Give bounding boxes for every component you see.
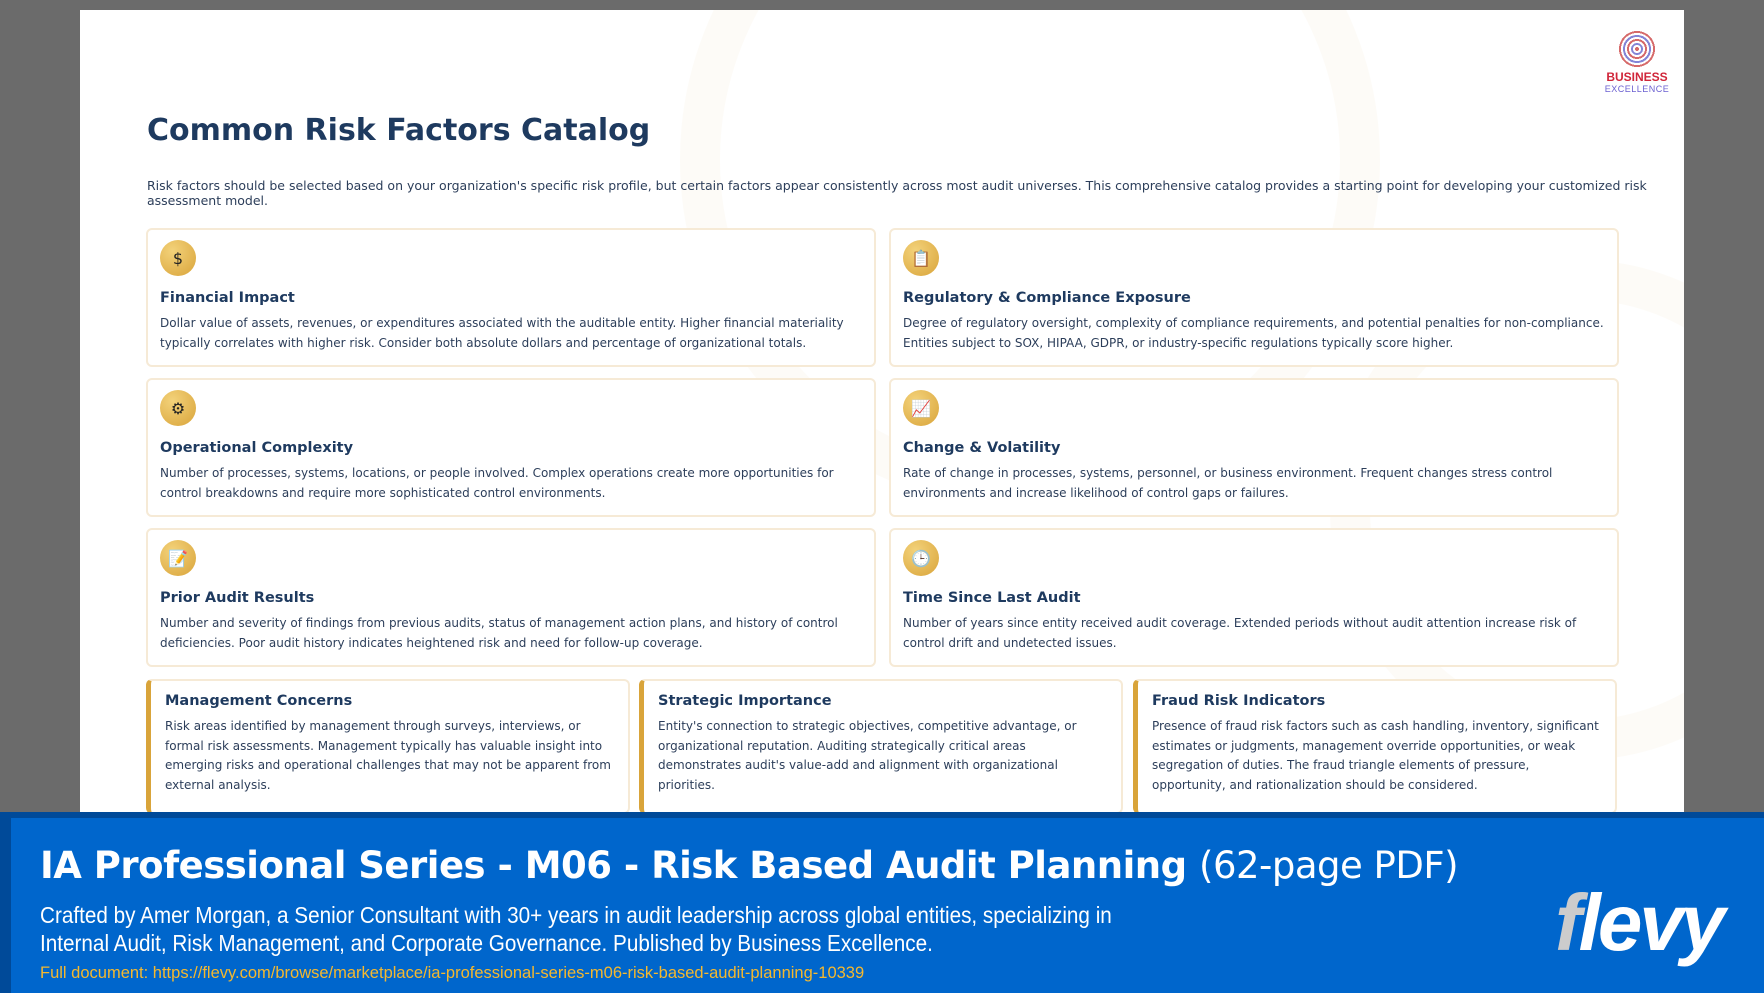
- audit-report-icon: 📝: [160, 540, 196, 576]
- card-description: Rate of change in processes, systems, pe…: [903, 466, 1553, 500]
- card-description: Degree of regulatory oversight, complexi…: [903, 316, 1604, 350]
- risk-factor-card: $ Financial Impact Dollar value of assets,…: [146, 228, 876, 367]
- card-description: Entity's connection to strategic objecti…: [658, 719, 1077, 792]
- document-link[interactable]: Full document: https://flevy.com/browse/…: [40, 964, 865, 982]
- card-title: Strategic Importance: [658, 693, 832, 709]
- gear-icon-glyph: ⚙: [170, 398, 186, 418]
- clock-icon: 🕒: [903, 540, 939, 576]
- card-title: Regulatory & Compliance Exposure: [903, 290, 1191, 306]
- banner-title: IA Professional Series - M06 - Risk Base…: [40, 844, 1459, 887]
- line-chart-icon: 📈: [903, 390, 939, 426]
- risk-factor-card: 📝 Prior Audit Results Number and severity …: [146, 528, 876, 667]
- card-description: Number of years since entity received au…: [903, 616, 1577, 650]
- banner-description: Crafted by Amer Morgan, a Senior Consult…: [40, 902, 1112, 956]
- regulation-document-icon-glyph: 📋: [911, 248, 931, 268]
- flevy-logo-rest: levy: [1578, 878, 1726, 967]
- card-title: Time Since Last Audit: [903, 590, 1081, 606]
- globe-icon: [1618, 30, 1656, 68]
- risk-factor-card: 🕒 Time Since Last Audit Number of years si…: [889, 528, 1619, 667]
- card-description: Number and severity of findings from pre…: [160, 616, 838, 650]
- risk-factor-card: 📋 Regulatory & Compliance Exposure Degree …: [889, 228, 1619, 367]
- card-title: Management Concerns: [165, 693, 353, 709]
- card-title: Operational Complexity: [160, 440, 354, 456]
- risk-factor-card: ⚙ Operational Complexity Number of process…: [146, 378, 876, 517]
- audit-report-icon-glyph: 📝: [168, 548, 188, 568]
- card-title: Fraud Risk Indicators: [1152, 693, 1326, 709]
- clock-icon-glyph: 🕒: [911, 548, 931, 568]
- flevy-logo-f: f: [1555, 878, 1582, 967]
- card-description: Dollar value of assets, revenues, or exp…: [160, 316, 844, 350]
- flevy-logo: flevy: [1555, 878, 1726, 968]
- card-title: Financial Impact: [160, 290, 295, 306]
- banner-title-text: IA Professional Series - M06 - Risk Base…: [40, 844, 1187, 887]
- banner-page-count: (62-page PDF): [1199, 844, 1459, 887]
- card-title: Prior Audit Results: [160, 590, 315, 606]
- card-description: Number of processes, systems, locations,…: [160, 466, 834, 500]
- promo-banner: IA Professional Series - M06 - Risk Base…: [0, 812, 1764, 993]
- page-title: Common Risk Factors Catalog: [147, 113, 651, 148]
- intro-text: Risk factors should be selected based on…: [147, 178, 1647, 208]
- line-chart-icon-glyph: 📈: [911, 398, 931, 418]
- gear-icon: ⚙: [160, 390, 196, 426]
- card-title: Change & Volatility: [903, 440, 1061, 456]
- card-description: Presence of fraud risk factors such as c…: [1152, 719, 1599, 792]
- risk-factor-card: 📈 Change & Volatility Rate of change in pr…: [889, 378, 1619, 517]
- business-excellence-logo: BUSINESS EXCELLENCE: [1592, 30, 1682, 94]
- regulation-document-icon: 📋: [903, 240, 939, 276]
- dollar-icon-glyph: $: [172, 248, 184, 268]
- risk-factor-card-accent: Management Concerns Risk areas identified…: [146, 679, 630, 812]
- slide: BUSINESS EXCELLENCE Common Risk Factors …: [80, 10, 1684, 812]
- logo-line1: BUSINESS: [1606, 70, 1668, 84]
- logo-line2: EXCELLENCE: [1604, 84, 1670, 94]
- risk-factor-card-accent: Strategic Importance Entity's connection …: [639, 679, 1123, 812]
- risk-factor-card-accent: Fraud Risk Indicators Presence of fraud r…: [1133, 679, 1617, 812]
- card-description: Risk areas identified by management thro…: [165, 719, 611, 792]
- dollar-icon: $: [160, 240, 196, 276]
